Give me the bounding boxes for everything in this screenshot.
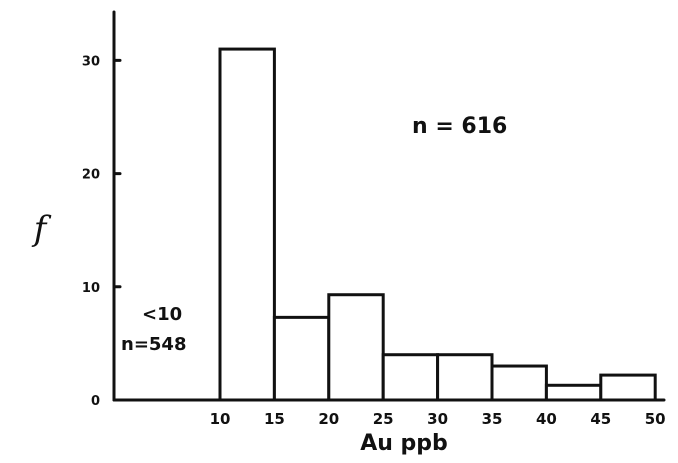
bars — [218, 47, 657, 402]
x-tick-label: 20 — [318, 410, 339, 428]
y-tick-label: 0 — [91, 394, 100, 409]
x-tick-label: 45 — [590, 410, 611, 428]
histogram-bar-25-30 — [381, 353, 440, 402]
x-tick-labels: 10 15 20 25 30 35 40 45 50 — [210, 410, 666, 428]
histogram-bar-20-25 — [327, 293, 385, 402]
x-tick-label: 50 — [645, 410, 666, 428]
below-threshold-count: n=548 — [121, 334, 186, 355]
x-tick-label: 35 — [482, 410, 503, 428]
total-count-annotation: n = 616 — [412, 114, 507, 139]
histogram-bar-40-45 — [544, 383, 603, 402]
x-tick-label: 10 — [210, 410, 231, 428]
axes — [112, 10, 666, 402]
x-tick-label: 15 — [264, 410, 285, 428]
y-axis-label: f — [31, 209, 52, 249]
y-tick-label: 10 — [82, 281, 100, 296]
y-tick-labels: 0 10 20 30 — [82, 54, 100, 409]
below-threshold-label: <10 — [142, 304, 182, 325]
histogram-bar-45-50 — [599, 373, 657, 402]
histogram-bar-30-35 — [436, 353, 494, 402]
x-axis-label: Au ppb — [360, 431, 448, 456]
x-tick-label: 30 — [427, 410, 448, 428]
y-tick-label: 20 — [82, 168, 100, 183]
histogram-bar-10-15 — [218, 47, 276, 402]
y-tick-label: 30 — [82, 54, 100, 69]
histogram-bar-15-20 — [272, 315, 331, 402]
histogram-bar-35-40 — [490, 364, 548, 402]
y-tick-marks — [112, 58, 122, 289]
x-tick-label: 25 — [373, 410, 394, 428]
x-tick-label: 40 — [536, 410, 557, 428]
